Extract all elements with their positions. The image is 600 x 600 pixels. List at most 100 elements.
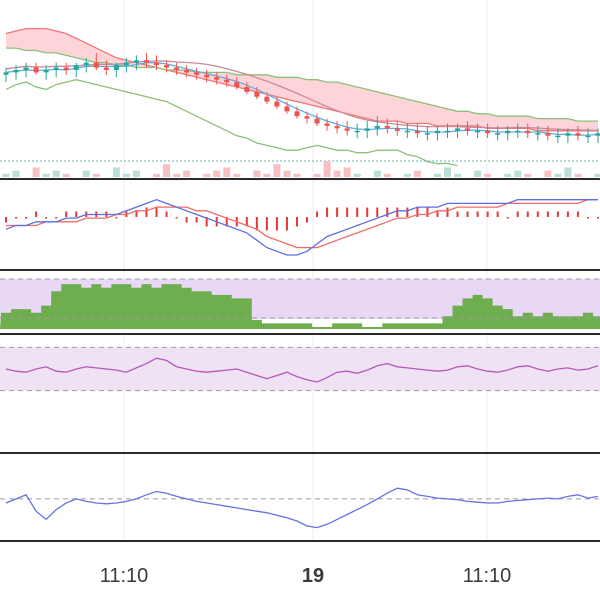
candle-body xyxy=(264,96,270,102)
candle-body xyxy=(194,72,200,75)
macd-histogram-bar xyxy=(597,217,599,219)
candle-body xyxy=(314,118,320,124)
time-tick-label: 19 xyxy=(302,565,324,587)
macd-histogram-bar xyxy=(245,217,248,227)
macd-histogram-bar xyxy=(486,211,489,217)
candle-body xyxy=(334,125,340,129)
volume-strip-bar xyxy=(544,170,552,177)
candle-body xyxy=(164,65,170,68)
volume-strip-bar xyxy=(132,170,140,177)
macd-histogram-bar xyxy=(225,217,228,227)
macd-histogram-bar xyxy=(316,211,319,217)
macd-histogram-bar xyxy=(436,211,439,217)
moving-average-fast xyxy=(5,62,599,136)
candle-body xyxy=(535,133,541,135)
volume-panel xyxy=(0,278,600,329)
macd-histogram-bar xyxy=(275,217,278,231)
price-panel xyxy=(0,27,600,177)
macd-histogram-bar xyxy=(295,217,298,227)
ichimoku-cloud xyxy=(6,28,598,131)
volume-strip-bar xyxy=(574,173,582,177)
candle-body xyxy=(63,67,69,70)
rsi-band xyxy=(0,347,600,391)
candle-body xyxy=(324,123,330,126)
volume-strip-bar xyxy=(554,173,562,177)
candle-body xyxy=(364,128,370,131)
candle-body xyxy=(424,133,430,135)
volume-strip-bar xyxy=(153,173,161,177)
lagging-span-line xyxy=(5,79,458,167)
volume-strip-bar xyxy=(223,167,231,177)
macd-histogram-bar xyxy=(255,217,258,231)
candle-body xyxy=(404,130,410,133)
candle-body xyxy=(495,133,501,135)
candle-body xyxy=(585,135,591,138)
candle-body xyxy=(3,72,9,75)
candle-body xyxy=(33,67,39,73)
macd-histogram-bar xyxy=(165,211,168,217)
macd-histogram-bar xyxy=(416,207,419,217)
candle-body xyxy=(444,130,450,133)
candle-body xyxy=(154,62,160,66)
candle-body xyxy=(133,60,139,63)
candle-body xyxy=(143,60,149,63)
volume-strip-bar xyxy=(403,173,411,177)
candle-body xyxy=(294,111,300,117)
candle-body xyxy=(575,133,581,136)
macd-line xyxy=(5,199,598,256)
macd-histogram-bar xyxy=(586,217,589,219)
volume-strip-bar xyxy=(253,170,261,177)
candle-body xyxy=(475,130,481,133)
volume-strip-bar xyxy=(474,170,482,177)
volume-strip-bar xyxy=(173,173,181,177)
volume-strip-bar xyxy=(313,173,321,177)
candle-body xyxy=(384,125,390,129)
volume-strip-bar xyxy=(42,173,50,177)
volume-strip-bar xyxy=(413,170,421,177)
oscillator-line xyxy=(5,487,599,529)
macd-histogram xyxy=(5,207,599,231)
volume-strip-bar xyxy=(524,173,532,177)
macd-histogram-bar xyxy=(456,211,459,217)
candle-body xyxy=(174,67,180,70)
volume-strip-bar xyxy=(213,170,221,177)
candle-body xyxy=(505,130,511,134)
macd-histogram-bar xyxy=(35,211,38,217)
volume-strip-bar xyxy=(454,173,462,177)
macd-histogram-bar xyxy=(506,217,509,219)
volume-strip-bar xyxy=(383,173,391,177)
macd-histogram-bar xyxy=(546,211,549,217)
candle-body xyxy=(93,62,99,68)
candle-body xyxy=(53,67,59,70)
candle-body xyxy=(485,130,491,134)
volume-strip-bar xyxy=(52,170,60,177)
macd-histogram-bar xyxy=(135,211,138,217)
volume-strip-bar xyxy=(183,170,191,177)
volume-strip-bar xyxy=(163,164,171,177)
candle-body xyxy=(465,128,471,131)
volume-strip-bar xyxy=(594,173,600,177)
macd-histogram-bar xyxy=(75,211,78,217)
volume-strip-bar xyxy=(203,173,211,177)
candle-body xyxy=(344,128,350,131)
macd-histogram-bar xyxy=(566,211,569,217)
volume-strip-bar xyxy=(343,167,351,177)
volume-strip-bar xyxy=(62,173,70,177)
candlestick-series xyxy=(3,52,600,143)
candle-body xyxy=(434,130,440,134)
candle-body xyxy=(184,69,190,73)
volume-strip-bar xyxy=(82,170,90,177)
macd-histogram-bar xyxy=(496,211,499,217)
candle-body xyxy=(374,125,380,129)
volume-strip xyxy=(2,161,600,177)
macd-histogram-bar xyxy=(516,211,519,217)
macd-histogram-bar xyxy=(25,217,28,219)
volume-strip-bar xyxy=(263,173,271,177)
volume-strip-bar xyxy=(353,173,361,177)
candle-body xyxy=(234,82,240,87)
macd-histogram-bar xyxy=(466,211,469,217)
volume-strip-bar xyxy=(283,170,291,177)
candle-body xyxy=(595,133,600,136)
time-tick-label: 11:10 xyxy=(463,565,512,587)
macd-histogram-bar xyxy=(356,207,359,217)
